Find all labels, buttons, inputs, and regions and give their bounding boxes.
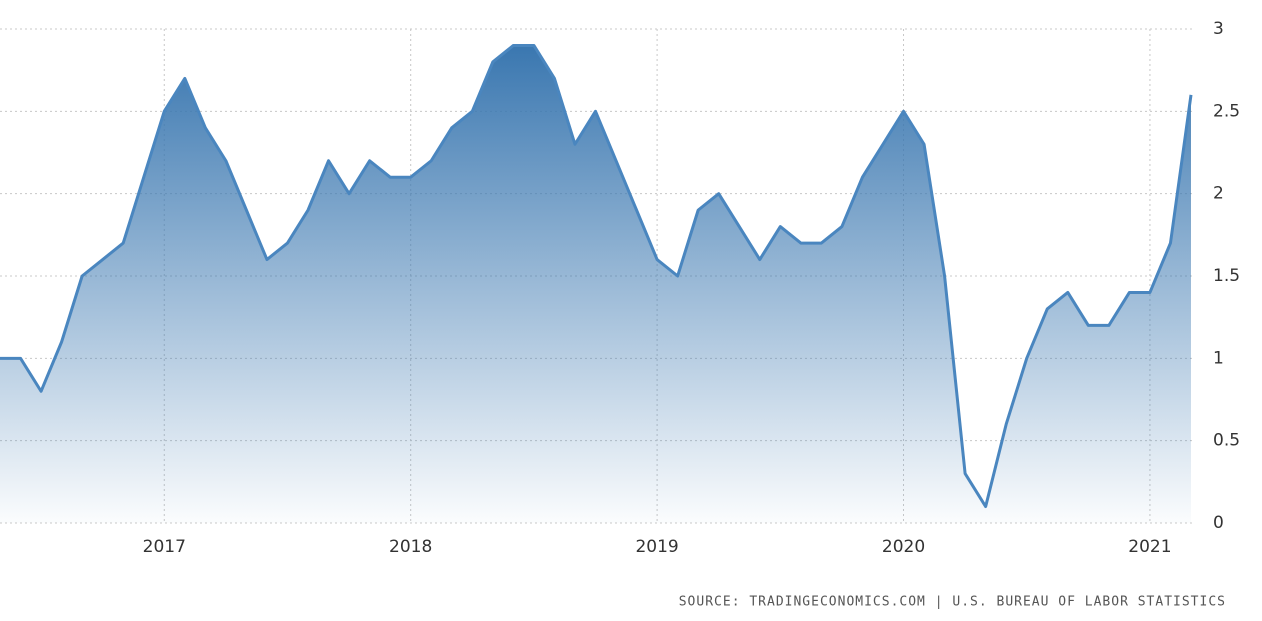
y-tick-label: 3: [1213, 19, 1224, 39]
area-fill: [0, 45, 1191, 523]
y-tick-label: 2.5: [1213, 101, 1240, 121]
y-tick-label: 0.5: [1213, 431, 1240, 451]
x-tick-label: 2017: [143, 537, 186, 557]
x-tick-label: 2019: [635, 537, 678, 557]
x-tick-label: 2021: [1128, 537, 1171, 557]
x-tick-label: 2020: [882, 537, 925, 557]
y-tick-label: 1: [1213, 348, 1224, 368]
line: [0, 43, 1193, 509]
y-tick-label: 1.5: [1213, 266, 1240, 286]
y-tick-label: 2: [1213, 184, 1224, 204]
source: SOURCE: TRADINGECONOMICS.COM | U.S. BURE…: [679, 595, 1226, 610]
x-tick-label: 2018: [389, 537, 432, 557]
y-tick-label: 0: [1213, 513, 1224, 533]
